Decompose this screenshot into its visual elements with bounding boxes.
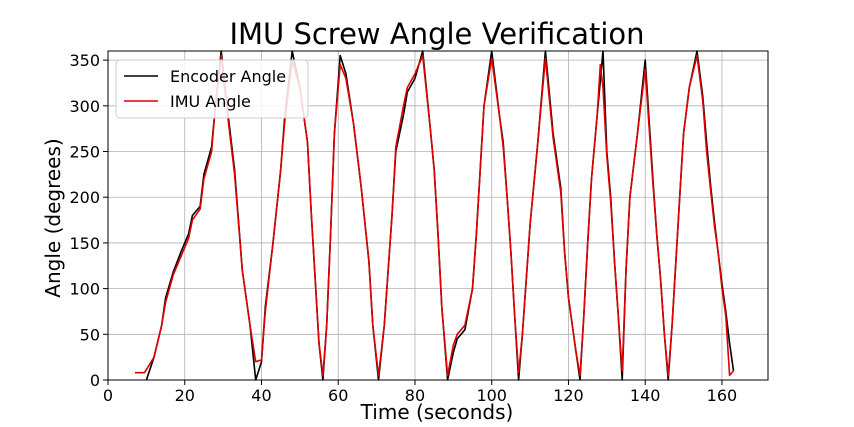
y-tick-label: 150 <box>69 234 100 253</box>
y-tick-label: 250 <box>69 143 100 162</box>
legend-box <box>115 59 309 119</box>
x-tick-label: 20 <box>175 386 195 405</box>
x-axis-ticks: 0 20 40 60 80 100 120 140 160 <box>103 380 737 405</box>
x-tick-label: 140 <box>630 386 661 405</box>
x-tick-label: 100 <box>476 386 507 405</box>
y-tick-label: 200 <box>69 188 100 207</box>
y-axis-ticks: 0 50 100 150 200 250 300 350 <box>69 51 108 390</box>
x-tick-label: 40 <box>251 386 271 405</box>
y-tick-label: 350 <box>69 51 100 70</box>
y-axis-label: Angle (degrees) <box>41 138 65 297</box>
plot-frame <box>107 50 769 381</box>
x-tick-label: 60 <box>328 386 348 405</box>
legend: Encoder Angle IMU Angle <box>115 59 309 119</box>
series-line-imu-angle <box>134 54 735 377</box>
x-tick-label: 80 <box>405 386 425 405</box>
x-tick-label: 0 <box>103 386 113 405</box>
y-tick-label: 0 <box>90 371 100 390</box>
x-tick-label: 160 <box>707 386 738 405</box>
legend-label: IMU Angle <box>170 92 251 111</box>
legend-label: Encoder Angle <box>170 67 286 86</box>
x-axis-label: Time (seconds) <box>360 400 514 424</box>
y-tick-label: 100 <box>69 280 100 299</box>
y-tick-label: 50 <box>80 325 100 344</box>
chart-title: IMU Screw Angle Verification <box>229 17 644 51</box>
series-layer <box>134 50 735 381</box>
x-tick-label: 120 <box>553 386 584 405</box>
y-tick-label: 300 <box>69 97 100 116</box>
